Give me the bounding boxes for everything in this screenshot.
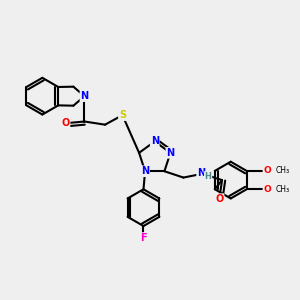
Text: CH₃: CH₃	[275, 167, 289, 176]
Text: N: N	[166, 148, 175, 158]
Text: O: O	[263, 167, 271, 176]
Text: S: S	[119, 110, 126, 120]
Text: N: N	[80, 91, 88, 101]
Text: N: N	[141, 166, 149, 176]
Text: N: N	[197, 167, 205, 178]
Text: N: N	[151, 136, 159, 146]
Text: CH₃: CH₃	[275, 185, 289, 194]
Text: O: O	[61, 118, 70, 128]
Text: O: O	[215, 194, 223, 204]
Text: O: O	[263, 185, 271, 194]
Text: H: H	[205, 172, 212, 181]
Text: F: F	[140, 233, 147, 243]
